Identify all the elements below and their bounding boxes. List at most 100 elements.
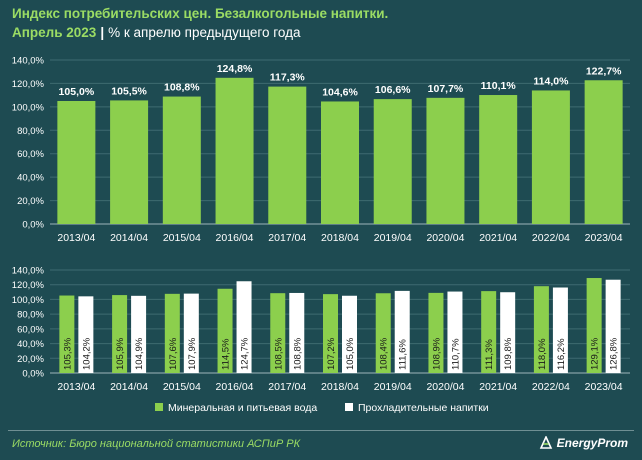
chart1-ytick-label: 120,0%: [12, 79, 45, 90]
chart2-xtick-label: 2017/04: [268, 381, 306, 393]
chart2-bar-water: [112, 295, 128, 373]
chart2-data-label: 108,5%: [273, 337, 284, 370]
chart2-ytick-label: 40,0%: [17, 339, 44, 350]
chart2-data-label: 114,5%: [221, 338, 232, 370]
chart2-bar-soft-drinks: [131, 295, 147, 373]
chart1-data-label: 105,5%: [111, 85, 147, 97]
chart2-bar-water: [428, 292, 444, 373]
chart2-xtick-label: 2015/04: [163, 381, 201, 393]
chart2-data-label: 105,3%: [62, 337, 73, 370]
chart2-bar-soft-drinks: [447, 291, 463, 373]
chart1-bar: [373, 99, 412, 224]
chart2-bar-water: [59, 295, 75, 373]
footer-divider: [8, 430, 634, 431]
subtitle-unit: % к апрелю предыдущего года: [108, 25, 301, 40]
chart2-data-label: 108,8%: [292, 337, 303, 370]
chart2-data-label: 104,2%: [81, 337, 92, 370]
chart2-data-label: 129,1%: [590, 337, 601, 370]
chart2-bar-water: [217, 288, 233, 373]
legend-label: Минеральная и питьевая вода: [168, 402, 317, 414]
chart1-bar: [162, 96, 201, 224]
chart1-data-label: 117,3%: [270, 72, 306, 84]
chart2-data-label: 107,9%: [187, 337, 198, 370]
chart1-bar: [321, 101, 359, 224]
chart1-bar: [110, 100, 149, 224]
chart2-xtick-label: 2013/04: [57, 381, 95, 393]
chart2-data-label: 108,9%: [431, 337, 442, 370]
chart1-xtick-label: 2015/04: [163, 232, 201, 244]
chart1-data-label: 122,7%: [586, 65, 622, 77]
chart1-bar: [57, 101, 96, 224]
chart1-xtick-label: 2021/04: [479, 232, 517, 244]
chart2-data-label: 107,2%: [326, 337, 337, 370]
chart2-data-label: 124,7%: [240, 337, 251, 370]
chart2-bar-soft-drinks: [500, 292, 516, 373]
chart2-data-label: 116,2%: [556, 338, 567, 370]
chart1-xtick-label: 2019/04: [374, 232, 412, 244]
chart2-bar-soft-drinks: [605, 279, 621, 373]
chart1-xtick-label: 2016/04: [216, 232, 254, 244]
chart1-xtick-label: 2020/04: [426, 232, 464, 244]
chart2-bar-water: [270, 293, 286, 373]
chart1-xtick-label: 2023/04: [585, 232, 623, 244]
chart2-xtick-label: 2020/04: [426, 381, 464, 393]
chart2-data-label: 105,9%: [115, 337, 126, 370]
chart2-data-label: 105,0%: [345, 337, 356, 370]
subtitle-period: Апрель 2023: [12, 25, 97, 40]
legend-swatch: [155, 403, 163, 411]
chart2-data-label: 111,3%: [484, 339, 495, 370]
chart2-data-label: 109,8%: [503, 337, 514, 370]
chart2-data-label: 126,8%: [609, 337, 620, 370]
chart1-bar: [426, 97, 465, 224]
chart1-data-label: 106,6%: [375, 84, 411, 96]
chart2-bar-water: [164, 293, 180, 373]
chart1-data-label: 104,6%: [322, 86, 358, 98]
chart1-bar: [215, 77, 254, 224]
chart-title: Индекс потребительских цен. Безалкогольн…: [12, 6, 389, 21]
chart2-bar-soft-drinks: [289, 292, 305, 373]
chart2-bar-water: [323, 294, 338, 373]
chart2-data-label: 110,7%: [450, 338, 461, 370]
chart1-xtick-label: 2022/04: [532, 232, 570, 244]
chart1-xtick-label: 2013/04: [57, 232, 95, 244]
chart2-bar-water: [533, 286, 549, 373]
chart2-bar-soft-drinks: [236, 281, 252, 373]
chart1-ytick-label: 100,0%: [12, 102, 45, 113]
chart1-data-label: 124,8%: [217, 63, 253, 75]
chart1-ytick-label: 0,0%: [22, 220, 44, 231]
chart1-ytick-label: 20,0%: [17, 196, 44, 207]
chart1-ytick-label: 140,0%: [12, 56, 45, 67]
chart1-bar: [268, 86, 307, 224]
legend-swatch: [345, 403, 353, 411]
subtitle-separator: |: [100, 25, 105, 40]
chart2-data-label: 111,6%: [398, 339, 409, 370]
chart2-bar-soft-drinks: [183, 293, 199, 373]
chart1-data-label: 110,1%: [481, 80, 517, 92]
chart2-xtick-label: 2018/04: [321, 381, 359, 393]
chart2-bar-water: [375, 293, 391, 373]
chart-subtitle: Апрель 2023 |% к апрелю предыдущего года: [12, 25, 300, 40]
chart2-ytick-label: 80,0%: [17, 310, 44, 321]
chart1-bar: [584, 80, 623, 224]
chart2-xtick-label: 2023/04: [585, 381, 623, 393]
chart2-data-label: 104,9%: [134, 337, 145, 370]
chart1-xtick-label: 2014/04: [110, 232, 148, 244]
legend-label: Прохладительные напитки: [358, 402, 489, 414]
chart2-ytick-label: 0,0%: [22, 369, 44, 380]
chart1-data-label: 105,0%: [59, 86, 95, 98]
chart2-data-label: 107,6%: [168, 337, 179, 370]
chart2-xtick-label: 2016/04: [216, 381, 254, 393]
chart2-xtick-label: 2019/04: [374, 381, 412, 393]
chart2-bar-soft-drinks: [342, 295, 357, 373]
chart2-xtick-label: 2021/04: [479, 381, 517, 393]
chart1-data-label: 114,0%: [533, 75, 569, 87]
chart-canvas: 0,0% 20,0% 40,0% 60,0% 80,0% 100,0% 120,0% 140,…: [12, 56, 630, 414]
chart1-xtick-label: 2018/04: [321, 232, 359, 244]
energyprom-logo: EnergyProm: [539, 436, 628, 450]
chart1-ytick-label: 60,0%: [17, 149, 44, 160]
chart1-ytick-label: 80,0%: [17, 126, 44, 137]
chart2-data-label: 108,4%: [379, 337, 390, 370]
chart1-xtick-label: 2017/04: [268, 232, 306, 244]
chart2-ytick-label: 140,0%: [12, 266, 45, 277]
chart2-ytick-label: 120,0%: [12, 280, 45, 291]
